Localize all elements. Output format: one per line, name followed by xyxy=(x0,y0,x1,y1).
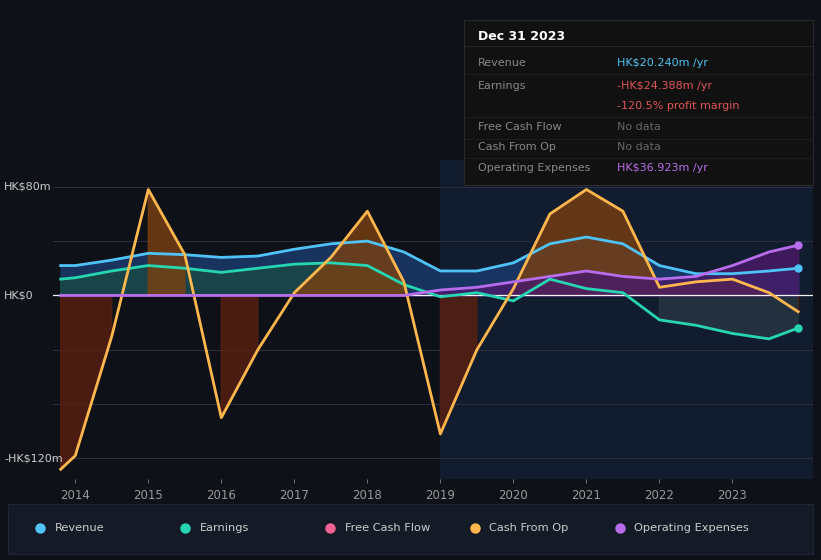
Text: Cash From Op: Cash From Op xyxy=(489,523,569,533)
Text: Revenue: Revenue xyxy=(478,58,526,68)
Text: Dec 31 2023: Dec 31 2023 xyxy=(478,30,565,43)
Text: -HK$24.388m /yr: -HK$24.388m /yr xyxy=(617,81,713,91)
Text: -HK$120m: -HK$120m xyxy=(4,454,62,464)
Text: HK$80m: HK$80m xyxy=(4,182,52,192)
Text: -120.5% profit margin: -120.5% profit margin xyxy=(617,100,740,110)
Bar xyxy=(440,160,813,479)
Text: No data: No data xyxy=(617,142,661,152)
Text: HK$0: HK$0 xyxy=(4,291,34,300)
Text: Operating Expenses: Operating Expenses xyxy=(478,164,590,173)
Text: HK$20.240m /yr: HK$20.240m /yr xyxy=(617,58,709,68)
Text: HK$36.923m /yr: HK$36.923m /yr xyxy=(617,164,709,173)
Text: Free Cash Flow: Free Cash Flow xyxy=(345,523,429,533)
Text: No data: No data xyxy=(617,122,661,132)
Text: Operating Expenses: Operating Expenses xyxy=(634,523,749,533)
Text: Earnings: Earnings xyxy=(200,523,249,533)
Text: Free Cash Flow: Free Cash Flow xyxy=(478,122,562,132)
Text: Cash From Op: Cash From Op xyxy=(478,142,556,152)
Text: Revenue: Revenue xyxy=(55,523,104,533)
Text: Earnings: Earnings xyxy=(478,81,526,91)
